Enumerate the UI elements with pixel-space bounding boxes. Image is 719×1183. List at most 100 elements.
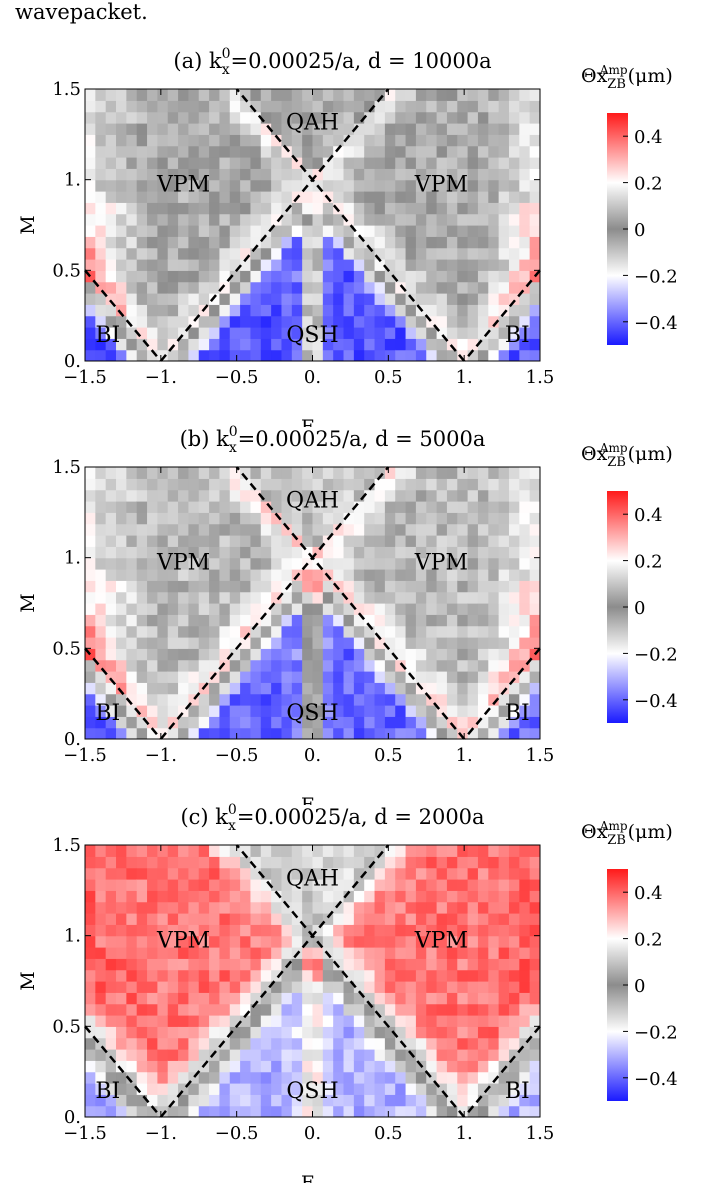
heatmap-cell — [436, 225, 448, 237]
heatmap-cell — [188, 327, 200, 339]
heatmap-cell — [250, 467, 262, 479]
heatmap-cell — [198, 213, 210, 226]
heatmap-cell — [188, 535, 200, 547]
heatmap-cell — [167, 705, 179, 717]
heatmap-cell — [508, 202, 520, 215]
heatmap-cell — [167, 478, 179, 491]
heatmap-cell — [219, 1037, 231, 1050]
heatmap-cell — [353, 603, 365, 615]
heatmap-cell — [498, 304, 510, 317]
heatmap-cell — [198, 969, 210, 982]
heatmap-cell — [281, 168, 293, 181]
heatmap-cell — [198, 89, 210, 101]
heatmap-cell — [136, 879, 148, 891]
heatmap-cell — [353, 671, 365, 683]
boundary-line — [463, 647, 541, 740]
heatmap-cell — [415, 523, 427, 536]
heatmap-cell — [85, 1049, 96, 1061]
heatmap-cell — [364, 648, 376, 661]
heatmap-cell — [188, 523, 200, 536]
heatmap-cell — [95, 716, 107, 729]
heatmap-cell — [374, 546, 386, 559]
heatmap-cell — [250, 202, 262, 215]
heatmap-cell — [188, 338, 200, 351]
colorbar-tick-label: 0 — [634, 598, 645, 619]
heatmap-cell — [260, 489, 272, 502]
heatmap-cell — [116, 236, 127, 249]
heatmap-cell — [116, 281, 127, 294]
heatmap-cell — [178, 304, 190, 317]
heatmap-cell — [105, 648, 117, 661]
heatmap-cell — [260, 259, 272, 271]
heatmap-cell — [188, 157, 200, 169]
heatmap-cell — [312, 293, 324, 305]
heatmap-cell — [488, 213, 500, 226]
heatmap-cell — [291, 134, 303, 147]
heatmap-cell — [85, 236, 96, 249]
colorbar — [607, 113, 628, 345]
heatmap-cell — [95, 614, 107, 627]
x-tick-label: 1. — [456, 745, 473, 766]
heatmap-cell — [167, 1037, 179, 1050]
heatmap-cell — [260, 327, 272, 339]
heatmap-cell — [426, 625, 438, 638]
heatmap-cell — [467, 867, 479, 880]
heatmap-cell — [436, 659, 448, 672]
heatmap-cell — [405, 134, 417, 147]
heatmap-cell — [281, 489, 293, 502]
heatmap-cell — [405, 659, 417, 672]
heatmap-cell — [271, 625, 283, 638]
heatmap-cell — [157, 969, 169, 982]
heatmap-cell — [405, 270, 417, 283]
heatmap-cell — [240, 727, 252, 739]
heatmap-cell — [353, 546, 365, 559]
heatmap-cell — [219, 523, 231, 536]
heatmap-cell — [136, 1003, 148, 1016]
heatmap-cell — [116, 637, 127, 649]
heatmap-cell — [219, 1003, 231, 1016]
heatmap-cell — [508, 100, 520, 113]
heatmap-cell — [157, 856, 169, 869]
heatmap-cell — [105, 236, 117, 249]
heatmap-cell — [498, 225, 510, 237]
heatmap-cell — [219, 845, 231, 857]
heatmap-cell — [219, 705, 231, 717]
heatmap-cell — [415, 625, 427, 638]
heatmap-cell — [281, 259, 293, 271]
heatmap-cell — [219, 213, 231, 226]
heatmap-cell — [281, 315, 293, 328]
heatmap-cell — [498, 111, 510, 124]
heatmap-cell — [105, 259, 117, 271]
heatmap-cell — [343, 625, 355, 638]
heatmap-cell — [157, 259, 169, 271]
heatmap-cell — [333, 947, 345, 959]
heatmap-cell — [250, 1037, 262, 1050]
heatmap-cell — [519, 281, 531, 294]
heatmap-cell — [229, 123, 241, 135]
heatmap-cell — [271, 705, 283, 717]
heatmap-cell — [446, 1037, 458, 1050]
heatmap-cell — [322, 1015, 334, 1027]
heatmap-cell — [291, 501, 303, 513]
heatmap-cell — [467, 270, 479, 283]
heatmap-cell — [291, 546, 303, 559]
heatmap-cell — [229, 247, 241, 260]
heatmap-cell — [147, 557, 158, 570]
heatmap-cell — [229, 111, 241, 124]
heatmap-cell — [250, 535, 262, 547]
heatmap-cell — [229, 557, 241, 570]
heatmap-cell — [333, 546, 345, 559]
heatmap-cell — [271, 648, 283, 661]
heatmap-cell — [260, 1049, 272, 1061]
heatmap-cell — [488, 512, 500, 525]
heatmap-cell — [312, 1094, 324, 1107]
heatmap-cell — [395, 693, 407, 706]
heatmap-cell — [405, 845, 417, 857]
heatmap-cell — [157, 1083, 169, 1095]
heatmap-cell — [136, 546, 148, 559]
heatmap-cell — [467, 247, 479, 260]
heatmap-cell — [519, 625, 531, 638]
heatmap-cell — [95, 958, 107, 971]
heatmap-cell — [116, 992, 127, 1005]
heatmap-cell — [405, 958, 417, 971]
